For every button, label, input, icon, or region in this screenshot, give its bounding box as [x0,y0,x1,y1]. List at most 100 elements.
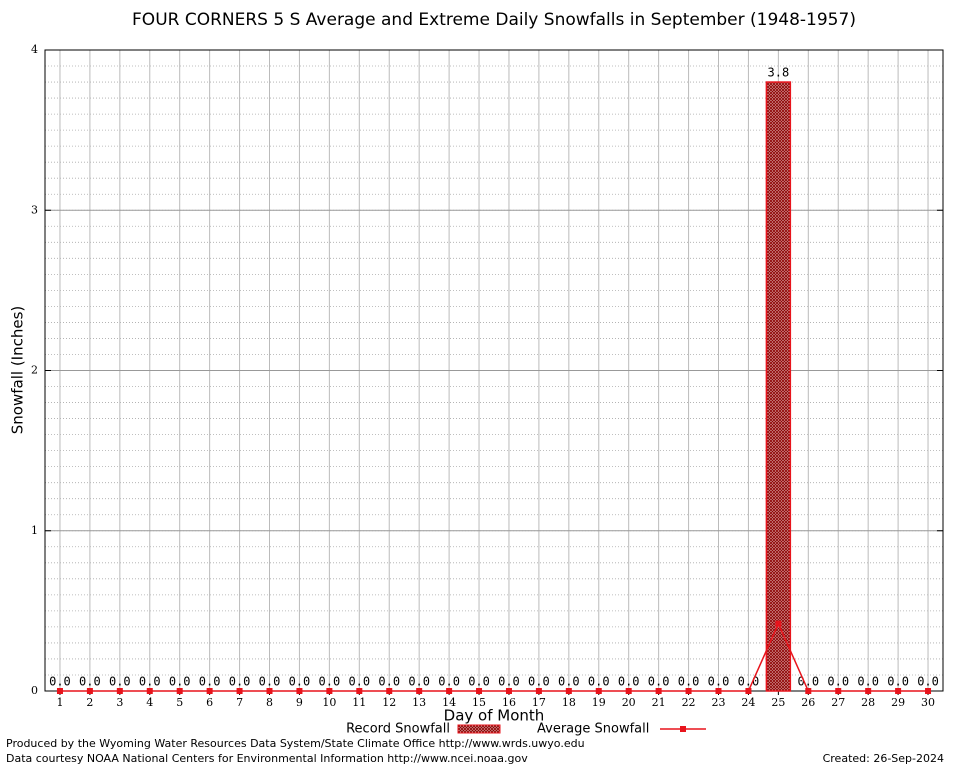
line [59,621,929,692]
x-tick-label: 19 [592,696,606,709]
y-axis-label: Snowfall (Inches) [9,306,27,434]
value-label: 0.0 [169,675,191,689]
x-tick-label: 29 [891,696,905,709]
line-marker [925,688,932,694]
x-tick-label: 6 [206,696,213,709]
line-marker [505,688,512,694]
value-label: 0.0 [528,675,550,689]
line-marker [865,688,872,694]
value-label: 0.0 [917,675,939,689]
y-tick-label: 1 [31,524,38,537]
value-label: 0.0 [738,675,760,689]
y-tick-label: 4 [31,43,38,56]
line-marker [715,688,722,694]
value-label: 0.0 [109,675,131,689]
x-tick-label: 8 [266,696,273,709]
value-label: 0.0 [49,675,71,689]
footer-text: Produced by the Wyoming Water Resources … [6,737,585,750]
line-marker [685,688,692,694]
line-marker [565,688,572,694]
legend-swatch [457,724,501,734]
line-marker [655,688,662,694]
x-tick-label: 30 [921,696,935,709]
line-marker [266,688,273,694]
value-label: 0.0 [229,675,251,689]
x-tick-label: 23 [712,696,726,709]
x-tick-label: 24 [741,696,755,709]
x-tick-label: 28 [861,696,875,709]
y-tick-label: 2 [31,364,38,377]
x-tick-label: 26 [801,696,815,709]
x-tick-label: 27 [831,696,845,709]
value-label: 0.0 [857,675,879,689]
value-label: 0.0 [678,675,700,689]
line-marker [386,688,393,694]
line-marker [775,620,782,627]
value-label: 0.0 [708,675,730,689]
line-marker [476,688,483,694]
line-marker [296,688,303,694]
value-label: 3.8 [768,66,790,80]
line-marker [535,688,542,694]
line-marker [895,688,902,694]
x-tick-label: 9 [296,696,303,709]
value-label: 0.0 [887,675,909,689]
legend-label: Average Snowfall [537,722,649,737]
x-tick-label: 5 [176,696,183,709]
value-label: 0.0 [618,675,640,689]
value-label: 0.0 [827,675,849,689]
x-tick-label: 25 [771,696,785,709]
y-tick-label: 3 [31,203,38,216]
x-tick-label: 17 [532,696,546,709]
x-tick-label: 1 [56,696,63,709]
bar [765,81,792,692]
value-label: 0.0 [648,675,670,689]
x-axis-label: Day of Month [444,707,545,725]
x-tick-label: 7 [236,696,243,709]
legend-label: Record Snowfall [346,722,450,737]
value-label: 0.0 [199,675,221,689]
value-label: 0.0 [468,675,490,689]
x-tick-label: 16 [502,696,516,709]
line-marker [416,688,423,694]
line-marker [326,688,333,694]
line-marker [86,688,93,694]
value-label: 0.0 [319,675,341,689]
x-tick-label: 22 [682,696,696,709]
x-tick-label: 11 [352,696,366,709]
x-tick-label: 12 [382,696,396,709]
x-tick-label: 14 [442,696,456,709]
line-marker [625,688,632,694]
x-tick-label: 3 [116,696,123,709]
value-label: 0.0 [378,675,400,689]
line-marker [146,688,153,694]
chart-title: FOUR CORNERS 5 S Average and Extreme Dai… [132,10,856,30]
line-marker [356,688,363,694]
line-marker [176,688,183,694]
value-label: 0.0 [139,675,161,689]
line-marker [56,688,63,694]
x-tick-label: 10 [322,696,336,709]
x-tick-label: 2 [86,696,93,709]
value-label: 0.0 [438,675,460,689]
value-label: 0.0 [797,675,819,689]
x-tick-label: 4 [146,696,153,709]
x-tick-label: 21 [652,696,666,709]
value-label: 0.0 [259,675,281,689]
footer-text: Data courtesy NOAA National Centers for … [6,752,528,765]
value-label: 0.0 [348,675,370,689]
line-marker [745,688,752,694]
value-label: 0.0 [289,675,311,689]
legend-marker [680,726,686,732]
x-tick-label: 15 [472,696,486,709]
value-label: 0.0 [79,675,101,689]
footer-text: Created: 26-Sep-2024 [823,752,944,765]
line-marker [835,688,842,694]
value-label: 0.0 [498,675,520,689]
x-tick-label: 13 [412,696,426,709]
line-marker [446,688,453,694]
line-marker [595,688,602,694]
value-label: 0.0 [408,675,430,689]
